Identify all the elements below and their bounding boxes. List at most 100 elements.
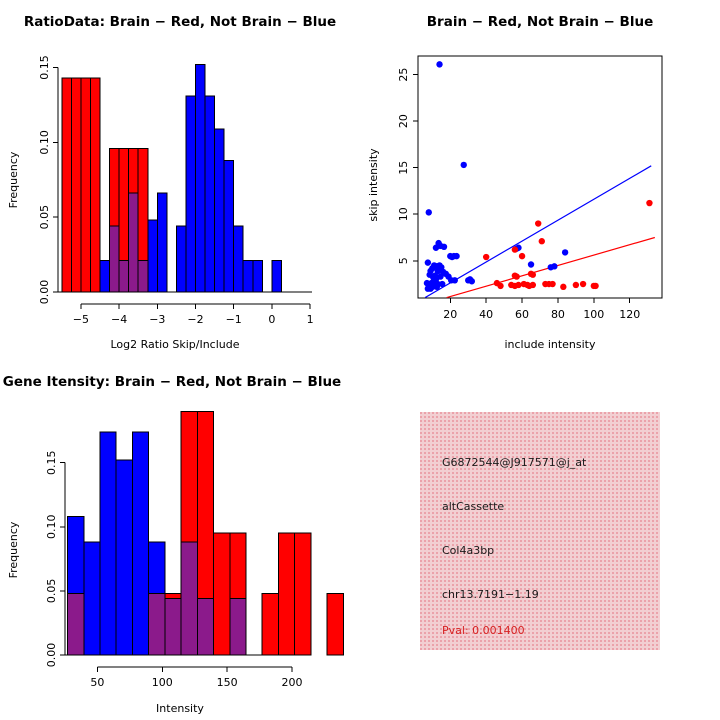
x-tick-label: 60 <box>515 308 529 321</box>
y-tick-label: 0.15 <box>45 450 58 475</box>
y-tick-label: 25 <box>397 68 410 82</box>
regression-line <box>424 165 652 298</box>
panel-gene-intensity-histogram: Gene Itensity: Brain − Red, Not Brain − … <box>0 360 360 720</box>
ratio-histogram-svg: RatioData: Brain − Red, Not Brain − Blue… <box>7 14 336 351</box>
histogram-bar <box>137 147 149 262</box>
scatter-point <box>440 243 448 251</box>
info-box: G6872544@J917571@j_at altCassette Col4a3… <box>420 412 660 650</box>
histogram-bar-overlap <box>164 598 182 656</box>
x-tick-label: 80 <box>551 308 565 321</box>
scatter-point <box>646 199 653 207</box>
histogram-bar-overlap <box>137 260 149 293</box>
scatter-point <box>561 249 569 256</box>
y-tick-label: 0.05 <box>45 579 58 604</box>
scatter-point <box>433 283 441 291</box>
histogram-bar <box>156 192 168 293</box>
info-event-type: altCassette <box>442 500 505 513</box>
scatter-point <box>535 220 542 227</box>
histogram-bar <box>67 516 85 594</box>
scatter-point <box>482 253 490 261</box>
histogram-bar-overlap <box>128 192 139 293</box>
scatter-point <box>460 161 467 169</box>
info-probe-id: G6872544@J917571@j_at <box>442 456 587 469</box>
histogram-bar <box>204 95 216 293</box>
scatter-point <box>579 280 587 288</box>
y-tick-label: 0.00 <box>38 280 51 305</box>
panel-annotation-info: G6872544@J917571@j_at altCassette Col4a3… <box>360 360 720 720</box>
histogram-bar-overlap <box>196 598 215 656</box>
y-tick-label: 0.05 <box>38 205 51 230</box>
gene-histogram-plot-area: 0.00 0.05 0.10 0.15 50 100 150 200 <box>45 410 344 689</box>
ratio-histogram-xlabel: Log2 Ratio Skip/Include <box>110 338 239 351</box>
scatter-point <box>518 252 526 260</box>
histogram-bar <box>131 431 150 656</box>
ratio-histogram-ylabel: Frequency <box>7 151 20 208</box>
histogram-bar <box>229 532 247 600</box>
histogram-bar-overlap <box>118 260 130 293</box>
histogram-bar <box>271 260 282 293</box>
y-tick-label: 15 <box>397 161 410 175</box>
histogram-bar <box>70 77 82 293</box>
x-tick-label: 50 <box>90 676 104 689</box>
x-tick-label: 100 <box>152 676 173 689</box>
scatter-point <box>549 280 556 288</box>
histogram-bar <box>185 95 197 293</box>
x-tick-label: 40 <box>479 308 493 321</box>
scatter-svg: Brain − Red, Not Brain − Blue skip inten… <box>367 14 663 351</box>
y-tick-label: 20 <box>397 114 410 128</box>
x-tick-label: 1 <box>307 313 314 326</box>
histogram-bar <box>252 260 263 293</box>
panel-ratio-histogram: RatioData: Brain − Red, Not Brain − Blue… <box>0 0 360 360</box>
scatter-point <box>425 209 432 216</box>
scatter-point <box>448 253 456 261</box>
histogram-bar <box>164 592 182 600</box>
x-tick-label: 120 <box>619 308 640 321</box>
x-tick-label: −3 <box>149 313 165 326</box>
gene-histogram-ylabel: Frequency <box>7 521 20 578</box>
scatter-point <box>432 244 440 251</box>
histogram-bar-overlap <box>148 592 166 656</box>
y-tick-label: 0.10 <box>38 130 51 155</box>
histogram-bar <box>128 147 139 194</box>
histogram-bar <box>175 225 187 293</box>
ratio-histogram-title: RatioData: Brain − Red, Not Brain − Blue <box>24 14 336 30</box>
info-pval: Pval: 0.001400 <box>442 624 525 637</box>
gene-histogram-xlabel: Intensity <box>156 702 204 715</box>
histogram-bar <box>214 128 225 293</box>
scatter-point <box>592 282 599 290</box>
histogram-bar <box>109 147 120 227</box>
histogram-bar <box>233 225 244 293</box>
histogram-bar <box>118 147 130 262</box>
histogram-bar <box>115 459 133 656</box>
x-tick-label: −1 <box>226 313 242 326</box>
y-tick-label: 0.00 <box>45 643 58 668</box>
histogram-bar <box>223 159 235 293</box>
histogram-bar <box>83 541 101 656</box>
histogram-bar <box>196 410 215 600</box>
histogram-bar-overlap <box>180 541 198 656</box>
histogram-bar <box>61 77 72 293</box>
histogram-bar <box>148 541 166 594</box>
histogram-bar <box>180 410 198 543</box>
panel-intensity-scatter: Brain − Red, Not Brain − Blue skip inten… <box>360 0 720 360</box>
x-tick-label: 0 <box>268 313 275 326</box>
histogram-bar <box>80 77 91 293</box>
y-tick-label: 0.15 <box>38 55 51 80</box>
histogram-bar <box>195 63 206 293</box>
info-gene-symbol: Col4a3bp <box>442 544 495 557</box>
scatter-xlabel: include intensity <box>504 338 596 351</box>
scatter-point <box>529 271 537 278</box>
scatter-point <box>515 281 522 289</box>
histogram-bar <box>99 431 117 656</box>
x-tick-label: 100 <box>583 308 604 321</box>
histogram-bar-overlap <box>229 598 247 656</box>
scatter-point <box>424 259 432 266</box>
x-tick-label: −4 <box>111 313 127 326</box>
histogram-bar <box>89 77 101 293</box>
y-tick-label: 0.10 <box>45 515 58 540</box>
x-tick-label: −5 <box>73 313 89 326</box>
x-tick-label: −2 <box>187 313 203 326</box>
histogram-bar-overlap <box>109 225 120 293</box>
scatter-point <box>434 267 441 275</box>
histogram-bar <box>147 219 158 293</box>
